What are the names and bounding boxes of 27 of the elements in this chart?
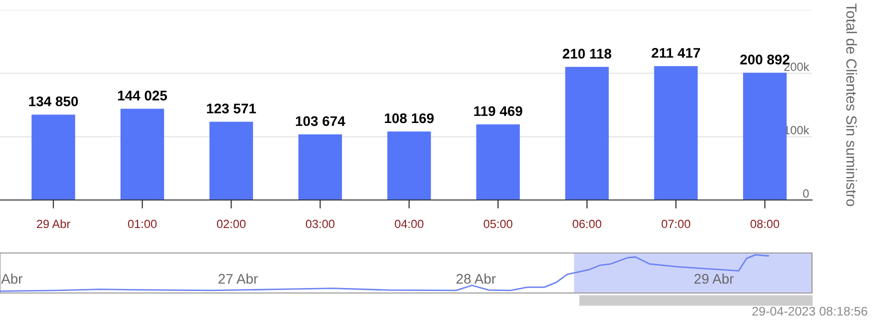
x-tick-label: 06:00 xyxy=(572,220,602,228)
y-tick-label: 200k xyxy=(784,62,810,71)
text: 29-04-2023 08:18:56 xyxy=(752,306,868,316)
x-tick-label: 07:00 xyxy=(662,220,690,228)
y-tick-label: 0 xyxy=(803,189,809,198)
y-tick-label: 100k xyxy=(784,126,810,134)
x-tick-label: 05:00 xyxy=(484,220,512,228)
x-tick-label: 03:00 xyxy=(306,220,334,228)
x-tick-label: 28 Abr xyxy=(456,274,496,284)
y-axis-title: Total de Clientes Sin suministro xyxy=(846,4,857,206)
x-tick-label: 02:00 xyxy=(216,220,246,228)
x-tick-label: 08:00 xyxy=(750,220,780,228)
x-tick-label: 01:00 xyxy=(128,220,157,228)
data-label: 210 118 xyxy=(562,48,612,59)
x-tick-label: 27 Abr xyxy=(218,274,258,284)
data-label: 200 892 xyxy=(740,54,790,64)
data-label: 123 571 xyxy=(207,104,256,114)
data-label: 211 417 xyxy=(652,48,700,58)
x-tick-label: 04:00 xyxy=(394,220,424,228)
data-label: 108 169 xyxy=(384,113,434,124)
x-tick-label: 29 Abr xyxy=(694,274,734,284)
x-tick-label: Abr xyxy=(1,274,22,284)
data-label: 119 469 xyxy=(474,106,522,116)
data-label: 103 674 xyxy=(296,116,346,126)
x-tick-label: 29 Abr xyxy=(36,219,70,228)
data-label: 134 850 xyxy=(29,96,78,106)
data-label: 144 025 xyxy=(118,90,168,100)
